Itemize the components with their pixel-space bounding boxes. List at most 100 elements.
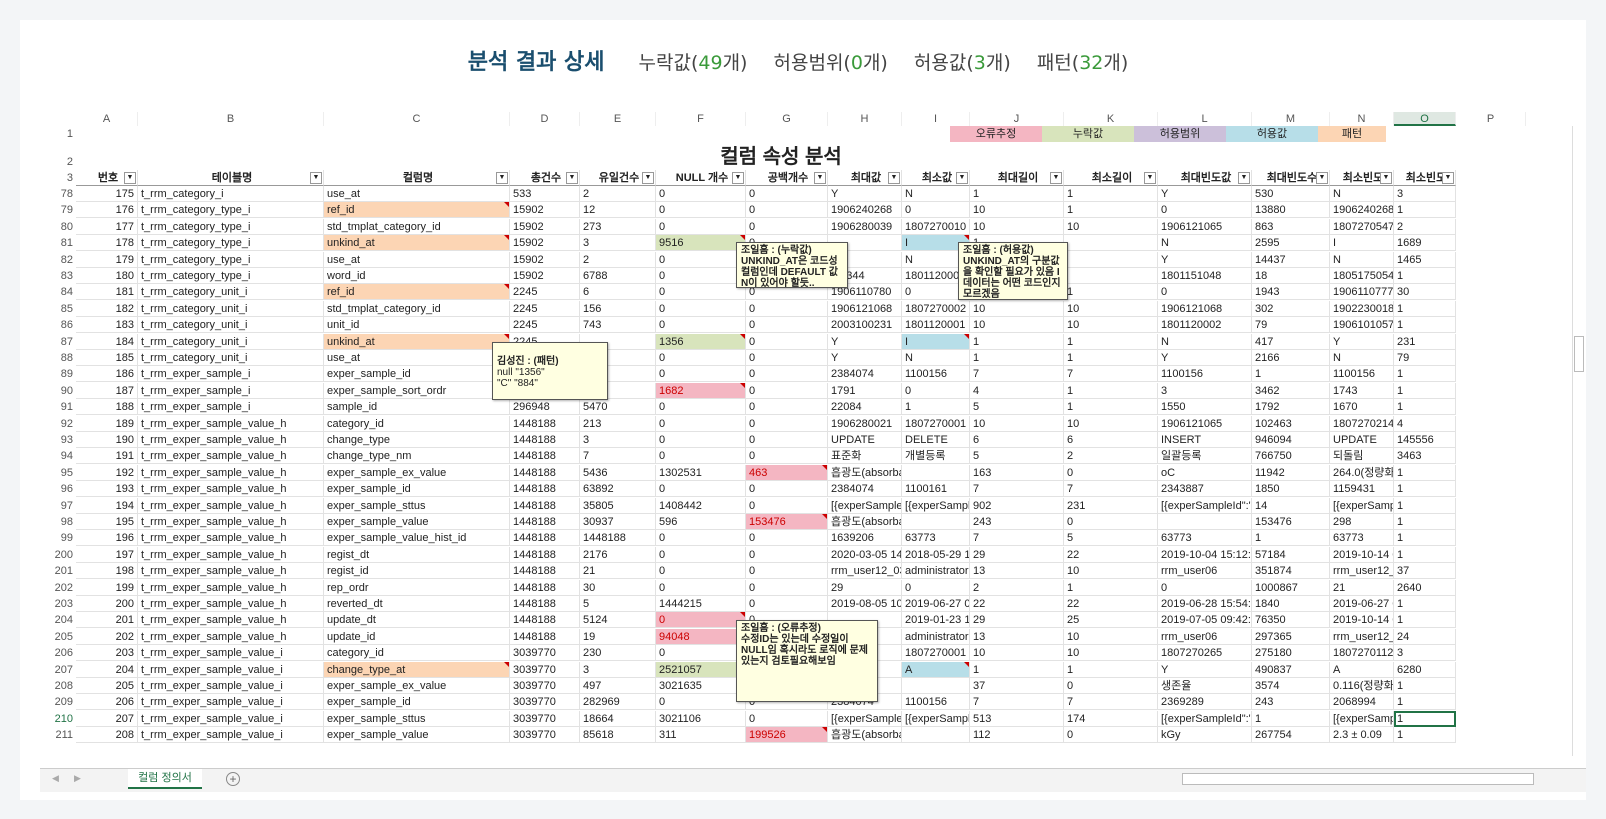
table-cell[interactable]: 10 [970,218,1064,235]
table-cell[interactable]: 0 [656,481,746,498]
table-cell[interactable]: 0 [656,579,746,596]
table-cell[interactable]: 181 [76,284,138,301]
table-cell[interactable]: 30 [580,579,656,596]
table-cell[interactable]: 302 [1252,300,1330,317]
table-cell[interactable]: rrm_user12_0 [1330,628,1394,645]
table-cell[interactable]: 0 [746,366,828,383]
table-cell[interactable]: 25 [1064,612,1158,629]
table-cell[interactable]: 1448188 [510,481,580,498]
table-cell[interactable]: t_rrm_exper_sample_value_h [138,579,324,596]
table-cell[interactable]: 208 [76,727,138,744]
table-cell[interactable]: 0 [746,497,828,514]
row-number[interactable]: 211 [55,729,73,742]
table-cell[interactable]: 18664 [580,710,656,727]
table-cell[interactable]: 282969 [580,694,656,711]
table-cell[interactable]: 3 [580,432,656,448]
table-cell[interactable]: exper_sample_id [324,366,510,383]
table-cell[interactable]: 85618 [580,727,656,744]
table-cell[interactable]: 7 [970,694,1064,711]
column-header[interactable]: A [76,112,138,126]
table-cell[interactable]: 0 [656,218,746,235]
table-cell[interactable]: 0 [656,612,746,629]
table-cell[interactable]: rep_ordr [324,579,510,596]
table-cell[interactable]: 513 [970,710,1064,727]
table-cell[interactable]: t_rrm_exper_sample_i [138,366,324,383]
table-cell[interactable]: 1 [1064,399,1158,416]
table-cell[interactable]: t_rrm_category_type_i [138,268,324,284]
table-cell[interactable]: N [1330,186,1394,202]
table-cell[interactable]: administrator [902,628,970,645]
table-cell[interactable]: 490837 [1252,661,1330,678]
prev-sheet-icon[interactable]: ◀ [52,773,59,783]
table-cell[interactable]: 1 [1394,497,1456,514]
table-cell[interactable]: 199526 [746,727,828,744]
row-number[interactable]: 200 [54,548,73,561]
table-cell[interactable] [828,235,902,252]
table-cell[interactable]: 29 [828,579,902,596]
add-sheet-icon[interactable]: + [226,772,240,786]
table-cell[interactable]: 흡광도(absorbance) [828,464,902,481]
table-cell[interactable]: 7 [1064,481,1158,498]
column-header[interactable]: M [1252,112,1330,126]
table-cell[interactable]: 2 [580,186,656,202]
table-cell[interactable]: [{experSample [1330,710,1394,727]
table-cell[interactable]: 1408442 [656,497,746,514]
table-cell[interactable]: 1100161 [902,481,970,498]
table-cell[interactable]: exper_sample_value_hist_id [324,530,510,547]
table-cell[interactable]: 177 [76,218,138,235]
table-cell[interactable]: 946094 [1252,432,1330,448]
table-cell[interactable]: 1 [970,333,1064,350]
table-cell[interactable]: UPDATE [1330,432,1394,448]
table-cell[interactable]: 6280 [1394,661,1456,678]
table-cell[interactable]: 57184 [1252,546,1330,563]
table-cell[interactable]: 2384074 [828,481,902,498]
table-cell[interactable]: 0 [656,694,746,711]
table-cell[interactable]: UPDATE [828,432,902,448]
table-cell[interactable]: 273 [580,218,656,235]
table-cell[interactable]: t_rrm_exper_sample_value_h [138,612,324,629]
table-cell[interactable] [828,251,902,268]
column-header[interactable]: P [1456,112,1526,126]
table-cell[interactable]: 10 [970,415,1064,432]
table-cell[interactable]: 2019-07-05 09:42:5 [1158,612,1252,629]
table-cell[interactable]: 1 [970,186,1064,202]
table-cell[interactable]: 2384074 [828,366,902,383]
table-cell[interactable]: 15902 [510,235,580,252]
table-cell[interactable]: 1448188 [510,448,580,465]
table-cell[interactable]: 1850 [1252,481,1330,498]
table-cell[interactable]: regist_id [324,563,510,580]
row-number[interactable]: 202 [54,581,73,594]
table-cell[interactable]: 1448188 [510,530,580,547]
table-cell[interactable]: 1 [1064,333,1158,350]
row-number[interactable]: 3 [66,172,73,184]
table-cell[interactable]: t_rrm_exper_sample_value_h [138,415,324,432]
table-cell[interactable]: t_rrm_exper_sample_value_h [138,530,324,547]
table-cell[interactable]: 0 [656,645,746,662]
table-cell[interactable]: t_rrm_exper_sample_value_i [138,727,324,744]
table-cell[interactable]: 1 [970,350,1064,366]
table-cell[interactable]: 9516 [656,235,746,252]
table-cell[interactable]: 22 [970,596,1064,612]
table-cell[interactable]: unit_id [324,317,510,334]
table-cell[interactable]: 596 [656,514,746,530]
table-cell[interactable]: kGy [1158,727,1252,744]
table-cell[interactable]: 3021106 [656,710,746,727]
filter-dropdown-icon[interactable]: ▼ [1380,172,1392,184]
table-cell[interactable]: Y [828,350,902,366]
row-number[interactable]: 81 [60,237,73,250]
table-cell[interactable]: A [1330,661,1394,678]
table-cell[interactable]: 94048 [656,628,746,645]
table-cell[interactable]: 10 [1064,317,1158,334]
table-cell[interactable]: exper_sample_sort_ordr [324,382,510,399]
table-cell[interactable]: Y [1158,661,1252,678]
row-number[interactable]: 210 [54,712,73,725]
table-cell[interactable]: 0 [746,432,828,448]
table-cell[interactable]: 1805175054 [1330,268,1394,284]
table-cell[interactable]: rrm_user12_0 [1330,563,1394,580]
table-cell[interactable]: change_type_at [324,661,510,678]
table-cell[interactable]: t_rrm_exper_sample_i [138,399,324,416]
table-cell[interactable]: 0 [746,448,828,465]
table-cell[interactable]: 530 [1252,186,1330,202]
table-cell[interactable]: 2019-10-04 15:12:14 [1158,546,1252,563]
filter-dropdown-icon[interactable]: ▼ [956,172,968,184]
